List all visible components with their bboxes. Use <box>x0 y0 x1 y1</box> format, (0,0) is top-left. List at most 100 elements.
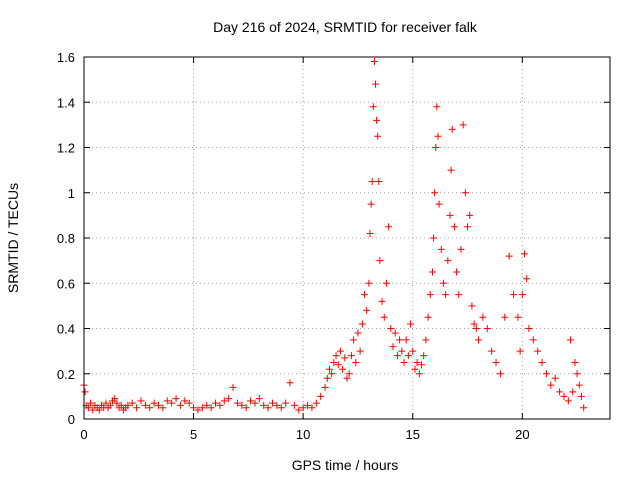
data-point <box>569 388 577 396</box>
data-point <box>370 58 378 66</box>
data-point <box>361 291 369 299</box>
data-point <box>84 404 92 412</box>
data-point <box>371 80 379 88</box>
data-point <box>141 401 149 409</box>
data-point <box>368 177 376 185</box>
data-point <box>444 257 452 265</box>
data-point <box>308 404 316 412</box>
data-point <box>323 374 331 382</box>
x-tick-label: 10 <box>296 427 310 442</box>
data-point <box>492 358 500 366</box>
data-point <box>350 336 358 344</box>
data-point <box>439 279 447 287</box>
data-point <box>343 374 351 382</box>
data-point <box>529 336 537 344</box>
data-point <box>573 370 581 378</box>
data-point <box>422 336 430 344</box>
data-point <box>255 395 263 403</box>
data-point <box>363 306 371 314</box>
data-point <box>247 397 255 405</box>
data-point <box>571 358 579 366</box>
data-point <box>334 361 342 369</box>
data-point <box>459 121 467 129</box>
data-point <box>89 406 97 414</box>
data-point <box>238 401 246 409</box>
data-point <box>447 166 455 174</box>
data-point <box>312 399 320 407</box>
data-point <box>450 223 458 231</box>
data-point <box>352 358 360 366</box>
tick-labels: 0 0.2 0.4 0.6 0.8 1 1.2 1.4 1.6 0 5 10 15 20 <box>57 50 530 442</box>
data-point <box>534 347 542 355</box>
data-point <box>373 116 381 124</box>
y-tick-label: 0.4 <box>57 322 75 337</box>
grid <box>84 57 610 419</box>
data-point <box>369 103 377 111</box>
plot-frame <box>83 56 611 420</box>
data-point <box>523 275 531 283</box>
data-point <box>268 399 276 407</box>
data-point <box>117 401 125 409</box>
data-point <box>398 347 406 355</box>
data-point <box>336 347 344 355</box>
data-point <box>194 406 202 414</box>
x-tick-label: 15 <box>406 427 420 442</box>
data-point <box>345 370 353 378</box>
y-tick-label: 0 <box>68 412 75 427</box>
data-point <box>407 320 415 328</box>
data-point <box>366 229 374 237</box>
data-point <box>176 401 184 409</box>
data-point <box>475 336 482 344</box>
y-tick-label: 1.6 <box>57 50 75 65</box>
data-point <box>332 352 340 360</box>
data-point <box>172 395 180 403</box>
data-point <box>137 397 145 405</box>
data-point <box>133 404 141 412</box>
data-point <box>396 336 404 344</box>
data-point <box>483 325 491 332</box>
data-point <box>233 399 241 407</box>
data-point <box>317 392 325 400</box>
data-point <box>391 329 399 337</box>
x-axis-label: GPS time / hours <box>292 457 399 473</box>
data-point <box>578 392 586 400</box>
data-point <box>124 401 132 409</box>
data-point <box>277 404 285 412</box>
data-point <box>330 358 338 366</box>
data-point <box>242 404 250 412</box>
y-tick-label: 1 <box>68 186 75 201</box>
data-point <box>510 291 518 299</box>
x-tick-label: 0 <box>80 427 87 442</box>
data-point <box>198 404 206 412</box>
data-point <box>393 352 401 360</box>
y-tick-label: 1.4 <box>57 95 75 110</box>
data-point <box>547 381 555 389</box>
data-point <box>518 291 526 299</box>
y-axis-label: SRMTID / TECUs <box>5 183 21 293</box>
data-point <box>575 381 583 389</box>
data-point <box>95 406 103 414</box>
data-point <box>389 343 397 351</box>
data-point <box>433 103 441 111</box>
data-point <box>339 365 347 373</box>
data-point <box>229 383 237 391</box>
data-point <box>432 144 440 151</box>
data-point <box>472 325 480 332</box>
data-point <box>516 347 524 355</box>
data-point <box>400 358 408 366</box>
data-point <box>387 325 395 332</box>
data-point <box>273 401 281 409</box>
data-point <box>457 245 465 253</box>
chart-title: Day 216 of 2024, SRMTID for receiver fal… <box>213 19 478 35</box>
data-point <box>424 313 432 321</box>
data-point <box>216 401 224 409</box>
y-tick-label: 1.2 <box>57 141 75 156</box>
data-point <box>461 189 469 197</box>
data-point <box>428 268 436 276</box>
data-point <box>203 401 211 409</box>
data-point <box>402 336 410 344</box>
data-point <box>356 347 364 355</box>
data-point <box>514 313 522 321</box>
